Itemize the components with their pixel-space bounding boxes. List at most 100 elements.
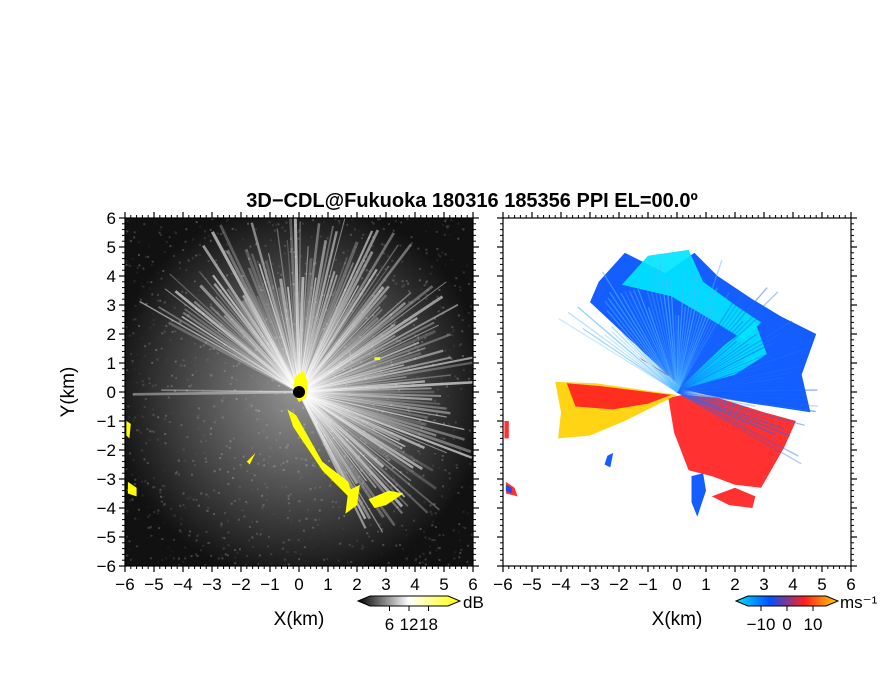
noise-speckle — [126, 488, 129, 491]
noise-speckle — [136, 271, 139, 274]
velocity-ray — [650, 271, 678, 393]
x-tick-label: 4 — [788, 575, 797, 594]
reflectivity-y-axis-title: Y(km) — [58, 367, 79, 418]
velocity-ray — [676, 260, 723, 393]
echo-ray — [297, 243, 413, 393]
high-reflectivity-region — [287, 409, 355, 503]
noise-speckle — [444, 263, 447, 266]
echo-ray — [298, 391, 465, 431]
x-tick-label: 2 — [730, 575, 739, 594]
colorbar-tick-label: 10 — [804, 615, 823, 634]
noise-speckle — [131, 498, 134, 501]
noise-speckle — [400, 221, 403, 224]
velocity-echo-region — [566, 383, 672, 410]
echo-ray — [298, 391, 440, 511]
x-tick-label: −3 — [202, 575, 221, 594]
echo-ray — [298, 390, 451, 415]
echo-ray — [250, 222, 301, 393]
y-tick-label: 2 — [107, 325, 116, 344]
high-reflectivity-region — [127, 481, 137, 497]
echo-ray — [298, 391, 441, 405]
echo-ray — [298, 391, 384, 533]
velocity-ray — [654, 263, 678, 393]
velocity-ray — [604, 334, 678, 393]
noise-speckle — [419, 555, 422, 558]
echo-ray — [297, 391, 404, 508]
velocity-ray — [676, 310, 703, 393]
echo-ray — [297, 286, 385, 393]
noise-speckle — [424, 230, 427, 233]
x-tick-label: 3 — [381, 575, 390, 594]
noise-speckle — [442, 534, 445, 537]
echo-ray — [298, 390, 424, 471]
high-reflectivity-region — [368, 490, 404, 508]
noise-speckle — [467, 564, 470, 566]
noise-speckle — [126, 230, 129, 233]
noise-speckle — [161, 559, 164, 562]
y-tick-label: −1 — [97, 412, 116, 431]
noise-speckle — [471, 533, 473, 536]
noise-speckle — [196, 554, 199, 557]
echo-ray — [297, 231, 338, 393]
noise-speckle — [165, 557, 168, 560]
noise-speckle — [133, 231, 136, 234]
noise-speckle — [126, 511, 129, 514]
colorbar-tick-label: −10 — [747, 615, 776, 634]
velocity-ray — [676, 333, 757, 393]
velocity-ray — [676, 372, 791, 393]
noise-speckle — [459, 286, 462, 289]
noise-speckle — [150, 264, 153, 267]
velocity-ray — [676, 391, 805, 401]
noise-speckle — [424, 536, 427, 539]
x-tick-label: −2 — [609, 575, 628, 594]
noise-speckle — [455, 277, 458, 280]
noise-speckle — [164, 251, 166, 254]
velocity-ray — [567, 311, 678, 393]
echo-ray — [298, 391, 442, 397]
noise-speckle — [462, 526, 465, 529]
noise-speckle — [184, 557, 187, 560]
noise-speckle — [150, 534, 153, 537]
noise-speckle — [185, 228, 188, 231]
velocity-ray — [646, 290, 678, 393]
noise-speckle — [435, 230, 438, 233]
noise-speckle — [413, 544, 416, 547]
echo-ray — [298, 390, 473, 459]
echo-ray — [298, 324, 439, 393]
echo-ray — [167, 321, 300, 394]
velocity-echo-region — [691, 473, 706, 517]
velocity-ray — [659, 262, 678, 393]
y-tick-label: −5 — [97, 528, 116, 547]
echo-ray — [184, 308, 300, 393]
echo-ray — [298, 316, 379, 393]
echo-ray — [298, 308, 383, 393]
noise-speckle — [437, 546, 440, 549]
noise-speckle — [444, 253, 447, 256]
noise-speckle — [129, 558, 132, 561]
echo-ray — [215, 296, 300, 393]
velocity-echo-region — [621, 249, 762, 340]
noise-speckle — [150, 557, 152, 560]
noise-speckle — [128, 548, 131, 551]
noise-speckle — [161, 538, 164, 540]
noise-speckle — [462, 510, 465, 513]
x-tick-label: 1 — [701, 575, 710, 594]
noise-speckle — [428, 545, 431, 548]
velocity-ray — [676, 391, 771, 421]
echo-ray — [293, 218, 301, 393]
velocity-ray — [676, 291, 779, 393]
y-tick-label: 4 — [107, 267, 116, 286]
noise-speckle — [138, 253, 140, 256]
x-tick-label: 6 — [846, 575, 855, 594]
noise-speckle — [125, 260, 128, 263]
echo-ray — [298, 306, 381, 393]
velocity-ray — [676, 348, 807, 393]
velocity-ray — [676, 365, 802, 393]
x-tick-label: −4 — [173, 575, 192, 594]
echo-ray — [298, 356, 452, 394]
velocity-ray — [607, 297, 678, 393]
velocity-ray — [676, 391, 802, 465]
velocity-ray — [665, 278, 678, 393]
echo-ray — [298, 390, 472, 454]
